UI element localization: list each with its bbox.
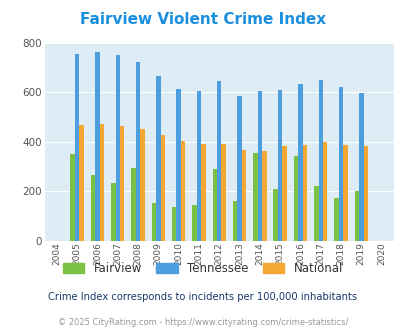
- Bar: [252, 153, 257, 241]
- Bar: [358, 93, 363, 241]
- Bar: [181, 141, 185, 241]
- Bar: [322, 142, 326, 241]
- Bar: [100, 123, 104, 241]
- Bar: [70, 154, 75, 241]
- Text: © 2025 CityRating.com - https://www.cityrating.com/crime-statistics/: © 2025 CityRating.com - https://www.city…: [58, 318, 347, 327]
- Bar: [333, 198, 338, 241]
- Bar: [237, 96, 241, 241]
- Bar: [302, 145, 307, 241]
- Bar: [216, 81, 221, 241]
- Bar: [354, 191, 358, 241]
- Bar: [91, 175, 95, 241]
- Legend: Fairview, Tennessee, National: Fairview, Tennessee, National: [60, 258, 345, 279]
- Bar: [176, 89, 181, 241]
- Bar: [273, 189, 277, 241]
- Bar: [257, 91, 262, 241]
- Bar: [192, 205, 196, 241]
- Bar: [115, 55, 120, 241]
- Bar: [151, 203, 156, 241]
- Bar: [313, 186, 318, 241]
- Text: Crime Index corresponds to incidents per 100,000 inhabitants: Crime Index corresponds to incidents per…: [48, 292, 357, 302]
- Bar: [221, 145, 225, 241]
- Bar: [95, 52, 100, 241]
- Bar: [131, 168, 135, 241]
- Bar: [75, 53, 79, 241]
- Bar: [111, 183, 115, 241]
- Bar: [338, 87, 343, 241]
- Bar: [342, 145, 347, 241]
- Bar: [232, 201, 237, 241]
- Bar: [135, 62, 140, 241]
- Bar: [160, 135, 164, 241]
- Bar: [140, 129, 144, 241]
- Bar: [262, 151, 266, 241]
- Bar: [79, 125, 83, 241]
- Bar: [277, 90, 282, 241]
- Bar: [120, 125, 124, 241]
- Text: Fairview Violent Crime Index: Fairview Violent Crime Index: [80, 12, 325, 26]
- Bar: [293, 155, 297, 241]
- Bar: [200, 145, 205, 241]
- Bar: [318, 80, 322, 241]
- Bar: [172, 207, 176, 241]
- Bar: [212, 169, 216, 241]
- Bar: [241, 150, 245, 241]
- Bar: [282, 146, 286, 241]
- Bar: [298, 84, 302, 241]
- Bar: [196, 91, 201, 241]
- Bar: [156, 76, 160, 241]
- Bar: [363, 146, 367, 241]
